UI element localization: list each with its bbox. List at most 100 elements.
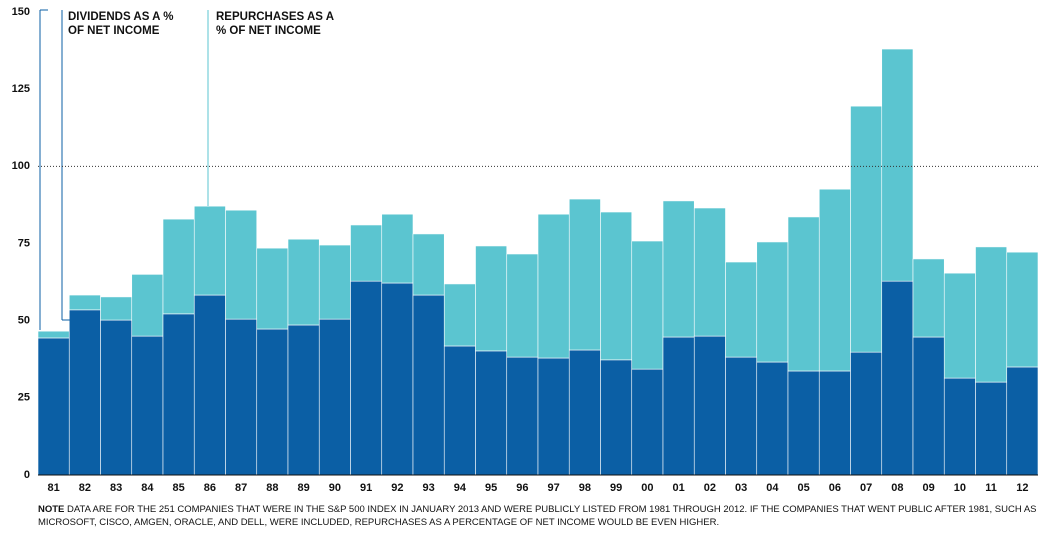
y-tick-label: 25 [18,392,30,404]
bar-segment [68,294,101,311]
x-tick-label: 97 [548,482,560,494]
bar-segment [162,218,195,315]
y-tick-label: 125 [12,83,30,95]
bar-segment [975,246,1008,383]
x-tick-label: 06 [829,482,841,494]
x-tick-label: 88 [266,482,278,494]
x-tick-label: 99 [610,482,622,494]
bar-segment [100,319,133,476]
y-tick-label: 75 [18,237,30,249]
bar-segment [475,350,508,476]
x-tick-label: 89 [298,482,310,494]
bar-segment [256,328,289,476]
bar-segment [162,313,195,476]
x-tick-label: 94 [454,482,467,494]
bar-segment [631,368,664,476]
bar-segment [693,207,726,337]
x-tick-label: 83 [110,482,122,494]
bar-segment [131,335,164,476]
bar-segment [662,336,695,476]
bar-segment [225,318,258,476]
x-tick-label: 82 [79,482,91,494]
bar-segment [568,349,601,476]
bar-segment [600,359,633,476]
bar-segment [600,211,633,361]
bar-segment [287,238,320,326]
x-tick-label: 91 [360,482,372,494]
bar-segment [256,247,289,330]
bar-segment [568,198,601,351]
x-tick-label: 00 [641,482,653,494]
y-tick-label: 50 [18,315,30,327]
bar-segment [850,105,883,353]
bar-segment [100,296,133,321]
bar-segment [943,377,976,476]
x-tick-label: 07 [860,482,872,494]
bar-segment [662,200,695,338]
x-tick-label: 05 [798,482,810,494]
bar-segment [537,213,570,359]
bar-segment [506,253,539,358]
x-tick-label: 96 [516,482,528,494]
bar-segment [68,309,101,476]
x-tick-label: 04 [766,482,779,494]
x-tick-label: 12 [1016,482,1028,494]
bar-segment [412,233,445,296]
x-tick-label: 87 [235,482,247,494]
bars [37,48,1038,476]
y-tick-label: 150 [12,6,30,18]
bar-segment [381,213,414,284]
bar-segment [37,330,70,339]
bar-segment [881,48,914,282]
bar-segment [443,345,476,476]
bar-segment [787,370,820,476]
bar-segment [787,216,820,372]
x-tick-label: 03 [735,482,747,494]
bar-segment [818,370,851,476]
x-tick-label: 11 [985,482,997,494]
bar-segment [537,357,570,476]
bar-segment [475,245,508,352]
x-tick-label: 08 [891,482,903,494]
bar-segment [412,294,445,476]
y-tick-label: 0 [24,469,30,481]
x-tick-label: 85 [173,482,185,494]
bar-segment [350,224,383,282]
bar-segment [506,356,539,476]
bar-segment [850,351,883,476]
x-tick-label: 95 [485,482,497,494]
x-tick-label: 90 [329,482,341,494]
bar-segment [943,272,976,379]
bar-segment [225,209,258,320]
legend-label: DIVIDENDS AS A % OF NET INCOME [68,11,174,37]
bar-segment [912,336,945,476]
bar-segment [975,381,1008,476]
x-tick-label: 02 [704,482,716,494]
bar-segment [318,244,351,320]
bar-segment [756,241,789,363]
bar-segment [631,240,664,370]
bar-segment [912,258,945,338]
x-tick-label: 09 [923,482,935,494]
x-tick-label: 93 [423,482,435,494]
x-tick-label: 84 [141,482,154,494]
note-label: NOTE [38,504,65,515]
legend-label: REPURCHASES AS A % OF NET INCOME [216,11,334,37]
note-text: DATA ARE FOR THE 251 COMPANIES THAT WERE… [38,504,1037,528]
bar-segment [318,318,351,476]
bar-segment [1006,366,1038,476]
bar-segment [881,280,914,476]
note: NOTE DATA ARE FOR THE 251 COMPANIES THAT… [38,503,1038,529]
bar-segment [725,261,758,358]
bar-segment [193,294,226,476]
bar-segment [1006,251,1038,368]
bar-segment [443,283,476,347]
bar-segment [725,356,758,476]
x-tick-label: 10 [954,482,966,494]
bar-segment [350,280,383,476]
x-tick-label: 81 [48,482,60,494]
bar-segment [381,282,414,476]
bar-segment [693,335,726,476]
